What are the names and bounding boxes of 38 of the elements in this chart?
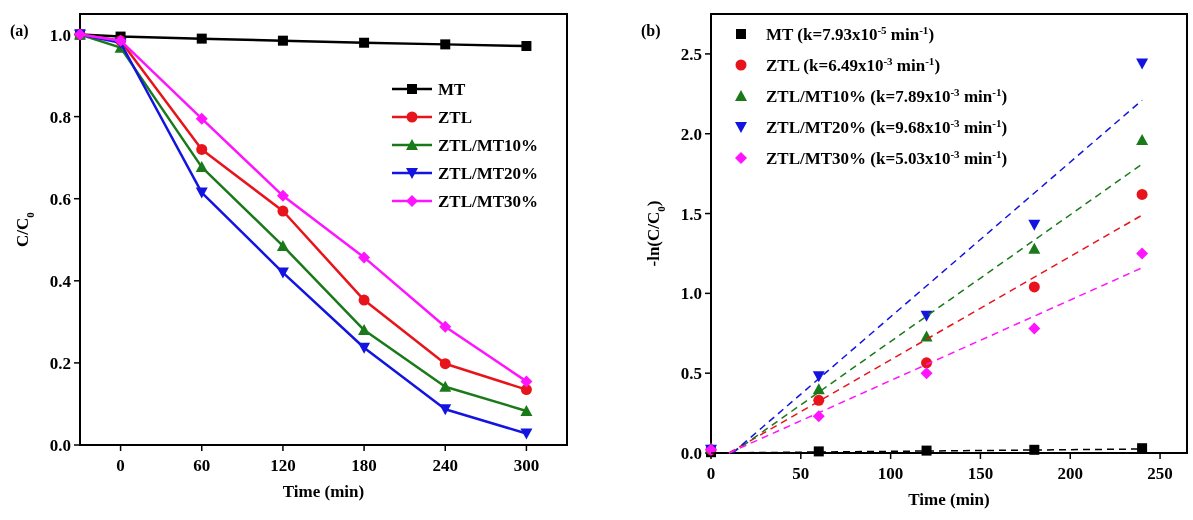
x-tick-label: 240 [432, 456, 458, 475]
legend-label: ZTL/MT10% [438, 136, 539, 155]
y-tick-label: 1.5 [680, 204, 702, 224]
y-tick-label: 0.0 [49, 436, 71, 455]
text: (a) [10, 22, 29, 40]
y-tick-label: 2.0 [680, 124, 702, 144]
legend-label: ZTL/MT30% [438, 192, 539, 211]
legend-label: MT [438, 80, 467, 99]
legend-label: ZTL (k=6.49x10$^{-3}$ min$^{-1}$) [766, 55, 941, 75]
x-axis-title: Time (min) [908, 490, 990, 509]
x-tick-label: 0 [116, 456, 125, 475]
x-tick-label: 150 [967, 464, 994, 483]
x-tick-label: 250 [1147, 464, 1173, 483]
legend-label: ZTL/MT20% (k=9.68x10$^{-3}$ min$^{-1}$) [766, 117, 1008, 137]
x-tick-label: 180 [351, 456, 377, 475]
x-tick-label: 100 [877, 464, 904, 483]
y-tick-label: 1.0 [49, 25, 71, 45]
text: (b) [641, 22, 661, 40]
x-tick-label: 120 [270, 456, 296, 475]
x-tick-label: 0 [706, 464, 716, 483]
y-tick-label: 1.0 [680, 284, 702, 304]
y-tick-label: 0.8 [49, 107, 71, 127]
x-axis-title: Time (min) [282, 482, 365, 501]
y-tick-label: 0.2 [49, 353, 71, 373]
y-tick-label: 0.6 [49, 189, 71, 209]
legend-label: MT (k=7.93x10$^{-5}$ min$^{-1}$) [766, 24, 935, 44]
y-tick-label: 0.4 [49, 271, 72, 291]
legend-label: ZTL/MT30% (k=5.03x10$^{-3}$ min$^{-1}$) [766, 148, 1008, 168]
y-tick-label: 0.0 [680, 444, 702, 463]
legend-label: ZTL/MT20% [438, 164, 539, 183]
legend-label: ZTL/MT10% (k=7.89x10$^{-3}$ min$^{-1}$) [766, 86, 1008, 106]
x-tick-label: 200 [1057, 464, 1083, 483]
x-tick-label: 60 [193, 456, 211, 475]
y-tick-label: 2.5 [680, 44, 702, 64]
x-tick-label: 50 [792, 464, 810, 483]
x-tick-label: 300 [513, 456, 540, 475]
y-tick-label: 0.5 [680, 364, 702, 384]
legend-label: ZTL [438, 108, 473, 127]
